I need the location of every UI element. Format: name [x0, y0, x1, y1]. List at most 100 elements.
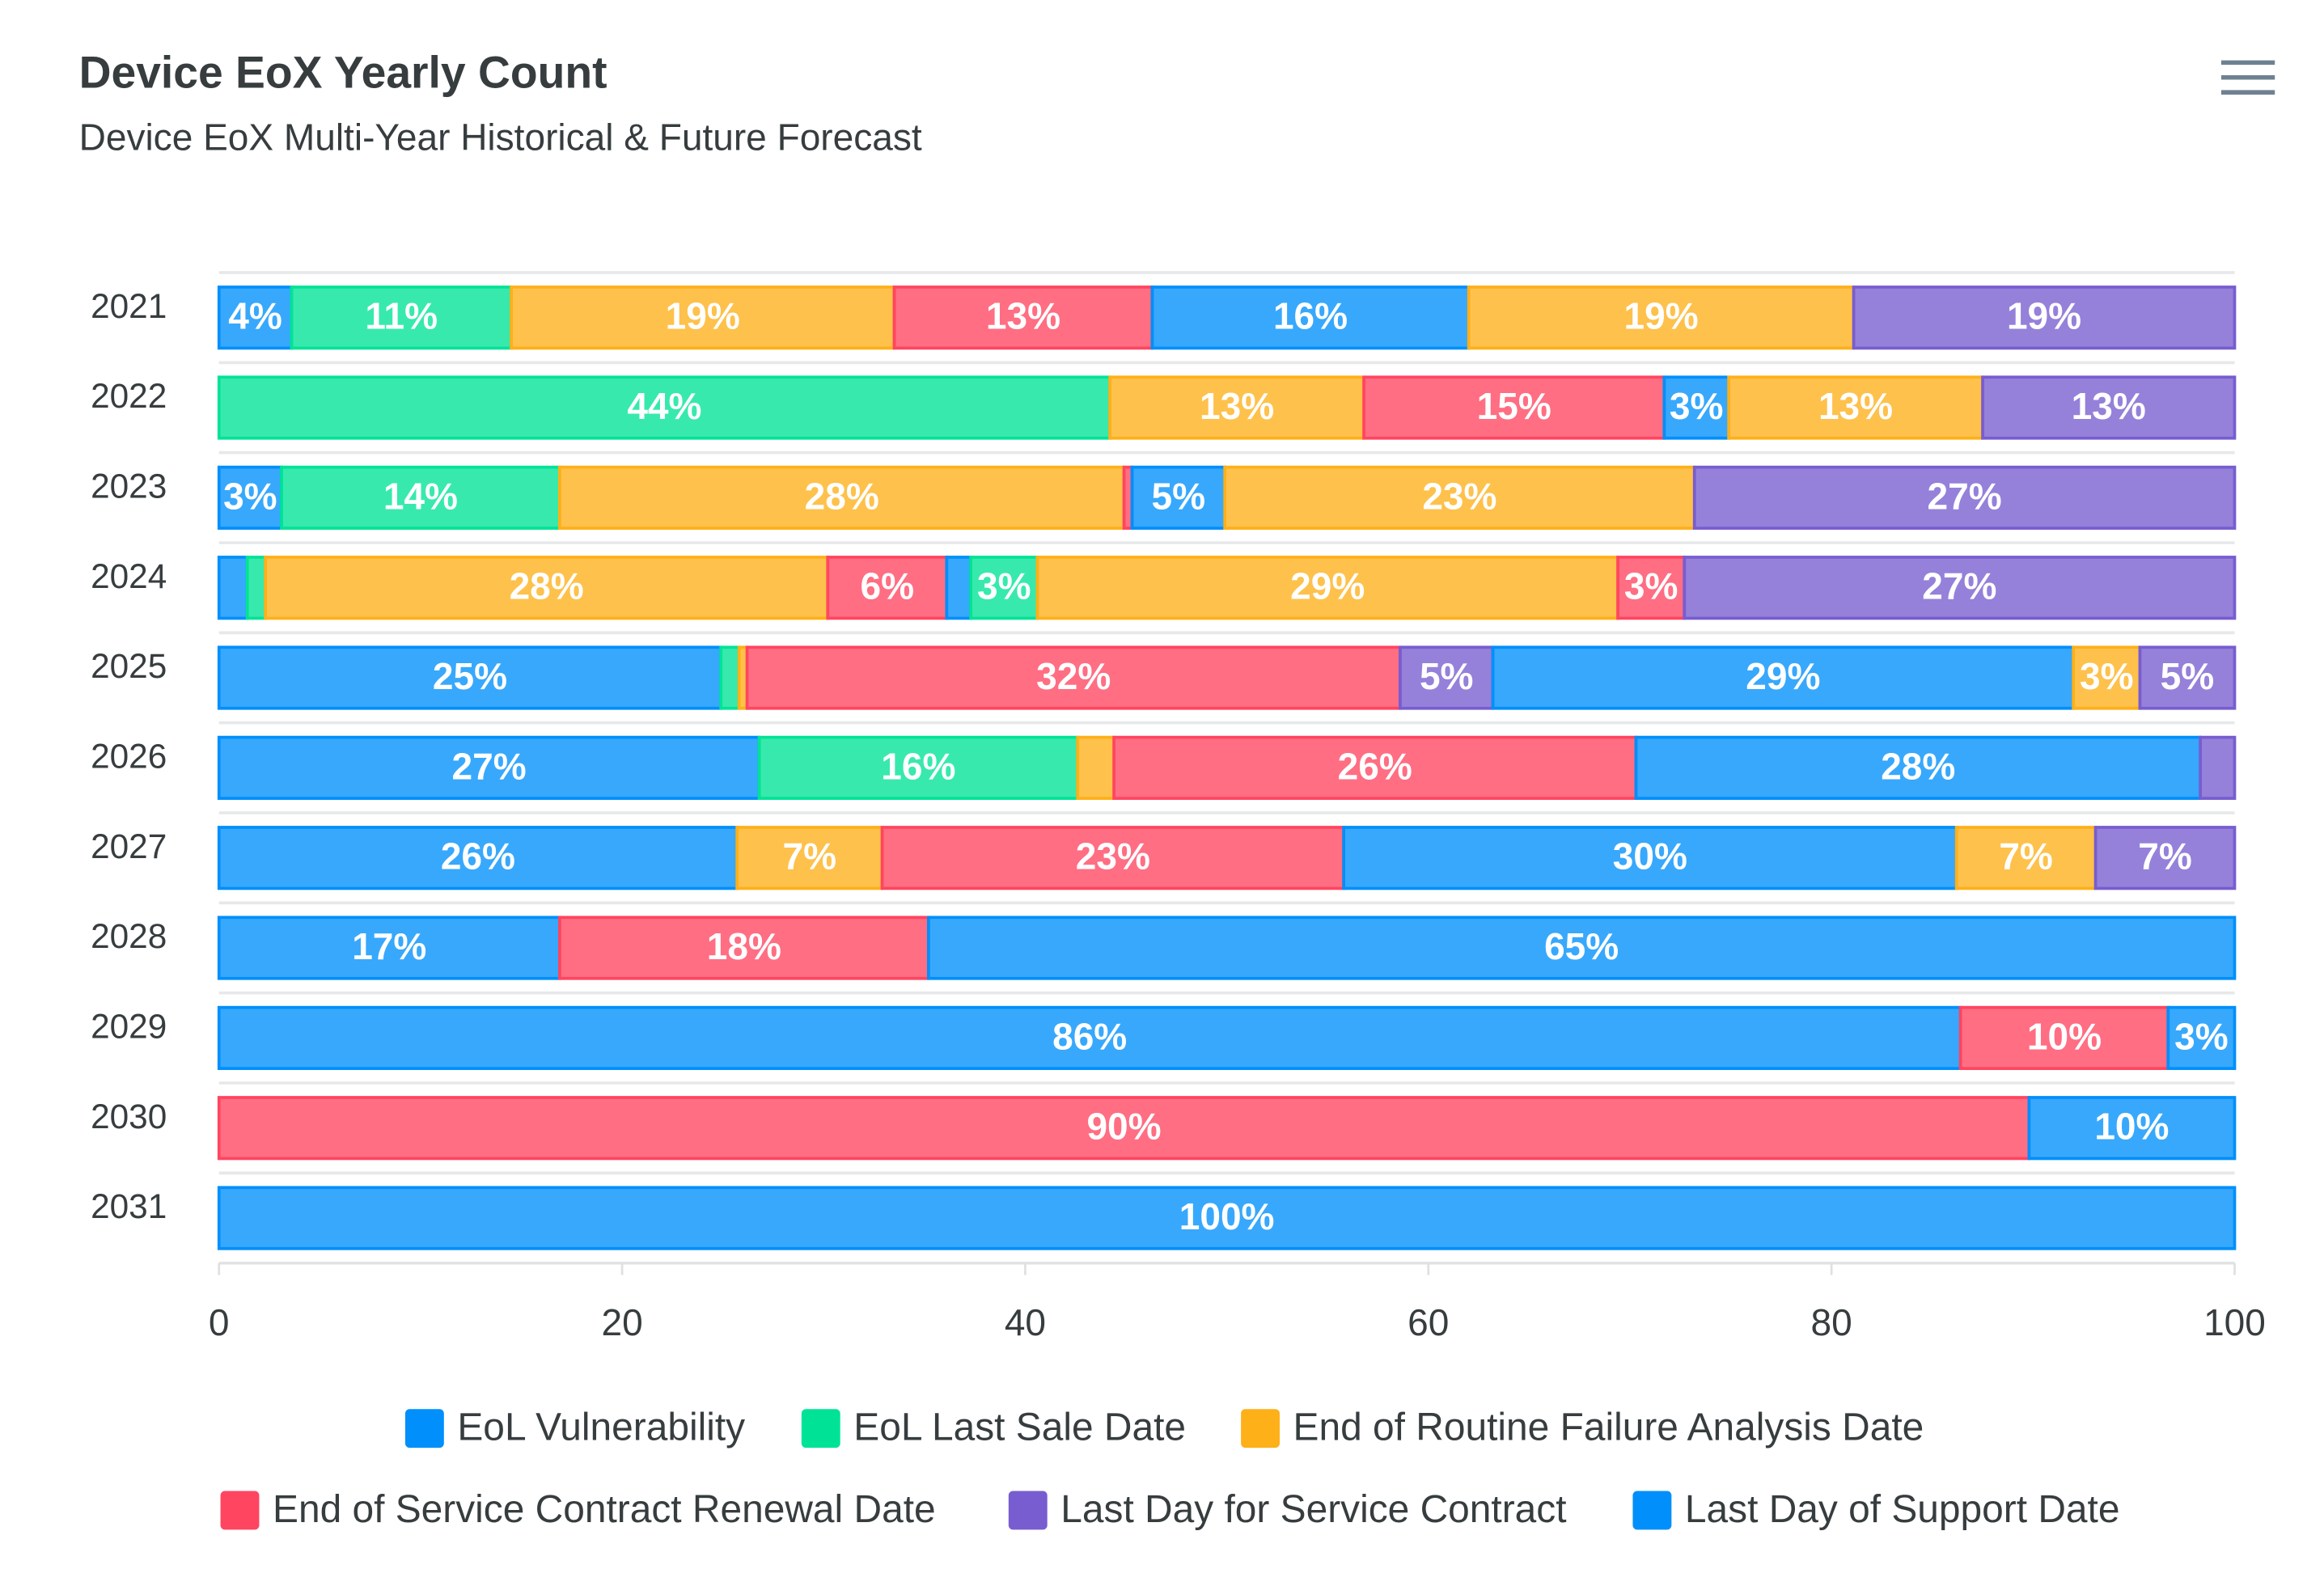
bar-segment: [1399, 645, 1495, 710]
legend-label: Last Day for Service Contract: [1060, 1488, 1566, 1531]
data-label: 5%: [1152, 475, 1206, 517]
data-label: 4%: [228, 295, 282, 337]
menu-button[interactable]: [2212, 48, 2284, 108]
data-label: 3%: [223, 475, 277, 517]
x-tick-label: 100: [2203, 1301, 2266, 1343]
x-tick-label: 0: [209, 1301, 230, 1343]
bar-segment: [1342, 826, 1958, 890]
bar-segment: [757, 735, 1080, 800]
data-label: 15%: [1477, 385, 1551, 427]
legend-item[interactable]: EoL Vulnerability: [404, 1406, 745, 1449]
bar-segment: [1491, 645, 2075, 710]
data-label: 27%: [452, 745, 527, 787]
data-label: 13%: [1818, 385, 1893, 427]
data-label: 3%: [2174, 1015, 2229, 1057]
data-label: 28%: [510, 565, 584, 607]
bar-segment: [945, 556, 972, 620]
data-label: 6%: [860, 565, 914, 607]
legend-item[interactable]: End of Service Contract Renewal Date: [220, 1488, 936, 1531]
data-label: 16%: [1273, 295, 1348, 337]
bar-segment: [557, 916, 930, 980]
bar-segment: [1727, 375, 1984, 440]
y-tick-label: 2023: [91, 467, 167, 505]
bar-segment: [735, 826, 884, 890]
legend-label: EoL Last Sale Date: [853, 1406, 1186, 1449]
bar-segment: [245, 556, 267, 620]
data-label: 19%: [1624, 295, 1699, 337]
bar-segment: [826, 556, 949, 620]
y-tick-label: 2025: [91, 647, 167, 685]
data-label: 11%: [365, 295, 438, 337]
legend-item[interactable]: End of Routine Failure Analysis Date: [1241, 1406, 1924, 1449]
data-label: 18%: [707, 925, 781, 967]
bar-segment: [510, 285, 896, 350]
legend-item[interactable]: Last Day of Support Date: [1632, 1488, 2120, 1531]
data-label: 3%: [2080, 655, 2134, 697]
bar-segment: [1692, 465, 2237, 530]
legend-marker: [220, 1491, 260, 1530]
data-label: 100%: [1179, 1195, 1275, 1237]
legend-marker: [1241, 1409, 1280, 1449]
data-label: 14%: [383, 475, 458, 517]
bar-segment: [1954, 826, 2098, 890]
bar-segment: [1112, 735, 1638, 800]
data-label: 26%: [1338, 745, 1412, 787]
data-label: 29%: [1290, 565, 1365, 607]
legend-marker: [404, 1409, 444, 1449]
legend-label: End of Routine Failure Analysis Date: [1293, 1406, 1924, 1449]
data-label: 13%: [986, 295, 1060, 337]
data-label: 16%: [881, 745, 955, 787]
data-label: 3%: [1624, 565, 1678, 607]
bar-segment: [217, 645, 723, 710]
data-label: 27%: [1922, 565, 1996, 607]
data-label: 29%: [1746, 655, 1820, 697]
y-tick-label: 2027: [91, 827, 167, 865]
data-label: 65%: [1544, 925, 1619, 967]
data-label: 7%: [2138, 835, 2192, 878]
bar-segment: [217, 285, 294, 350]
bar-segment: [1852, 285, 2237, 350]
data-label: 3%: [1670, 385, 1724, 427]
legend-item[interactable]: Last Day for Service Contract: [1008, 1488, 1567, 1531]
bar-segment: [217, 556, 249, 620]
bar-segment: [217, 465, 283, 530]
data-label: 30%: [1613, 835, 1687, 878]
y-tick-label: 2026: [91, 738, 167, 776]
y-tick-label: 2030: [91, 1098, 167, 1136]
data-label: 25%: [433, 655, 507, 697]
bar-segment: [926, 916, 2237, 980]
legend-item[interactable]: EoL Last Sale Date: [801, 1406, 1186, 1449]
bar-segment: [557, 465, 1126, 530]
bar-segment: [969, 556, 1039, 620]
data-label: 26%: [441, 835, 515, 878]
y-tick-label: 2022: [91, 377, 167, 415]
y-tick-label: 2029: [91, 1008, 167, 1046]
legend-label: Last Day of Support Date: [1685, 1488, 2120, 1531]
bar-segment: [892, 285, 1154, 350]
data-label: 32%: [1036, 655, 1111, 697]
legend-marker: [801, 1409, 840, 1449]
data-label: 28%: [1881, 745, 1955, 787]
legend-marker: [1008, 1491, 1048, 1530]
x-tick-label: 60: [1408, 1301, 1449, 1343]
data-label: 27%: [1928, 475, 2002, 517]
bar-segment: [1362, 375, 1666, 440]
y-tick-label: 2024: [91, 557, 167, 595]
bar-segment: [1130, 465, 1226, 530]
data-label: 23%: [1076, 835, 1150, 878]
bar-segment: [2166, 1005, 2237, 1070]
bar-segment: [880, 826, 1345, 890]
data-label: 10%: [2094, 1106, 2169, 1148]
bar-segment: [217, 916, 561, 980]
bar-segment: [217, 1005, 1962, 1070]
data-label: 3%: [977, 565, 1031, 607]
bar-segment: [1634, 735, 2202, 800]
data-label: 86%: [1052, 1015, 1127, 1057]
data-label: 28%: [805, 475, 879, 517]
data-label: 13%: [1200, 385, 1274, 427]
bar-segment: [217, 1186, 2237, 1250]
chart-title: Device EoX Yearly Count: [79, 48, 607, 98]
x-tick-label: 40: [1005, 1301, 1046, 1343]
